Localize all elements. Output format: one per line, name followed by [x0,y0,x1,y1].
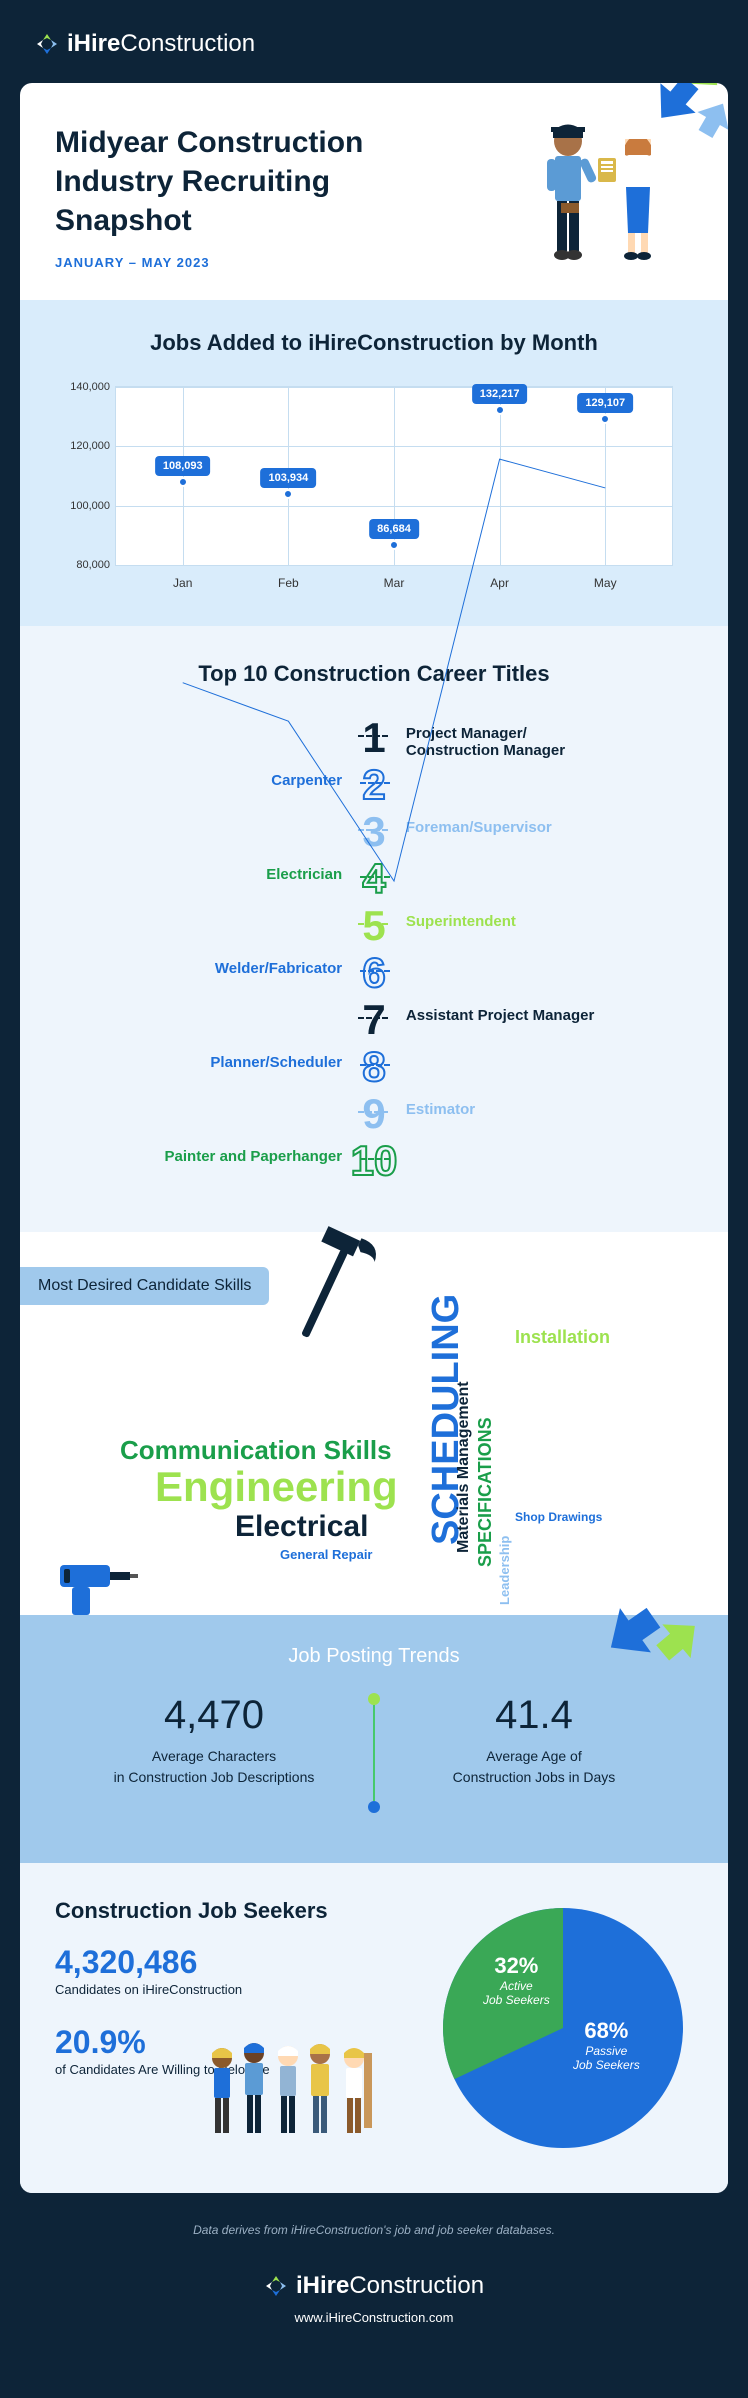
skill-word: Engineering [155,1463,398,1511]
seekers-title: Construction Job Seekers [55,1898,413,1924]
skill-word: Electrical [235,1510,368,1544]
seekers-label-1: Candidates on iHireConstruction [55,1981,413,1999]
trend-number-right: 41.4 [375,1693,693,1738]
data-point [389,540,399,550]
trends-grid: 4,470 Average Characters in Construction… [55,1693,693,1813]
chart-title-rest: to iHireConstruction by Month [275,330,598,355]
footer: Data derives from iHireConstruction's jo… [20,2193,728,2345]
career-title: Estimator [406,1101,475,1118]
connector-dash [358,1111,388,1113]
skill-word: Installation [515,1327,610,1348]
footer-note: Data derives from iHireConstruction's jo… [40,2223,708,2237]
y-axis-label: 140,000 [70,381,110,393]
people-illustration [513,113,693,283]
trend-stat-left: 4,470 Average Characters in Construction… [55,1693,373,1788]
trend-number-left: 4,470 [55,1693,373,1738]
trends-section: Job Posting Trends 4,470 Average Charact… [20,1615,728,1863]
trend-stat-right: 41.4 Average Age of Construction Jobs in… [375,1693,693,1788]
trend-line [373,1705,375,1801]
skill-word: Leadership [497,1536,512,1605]
rank-number: 7 [362,999,385,1041]
career-title: Planner/Scheduler [210,1054,342,1071]
trend-divider [373,1693,375,1813]
brand-icon [35,32,59,56]
footer-url: www.iHireConstruction.com [40,2310,708,2325]
infographic-page: iHireConstruction Midyear Construction I… [0,0,748,2365]
arrows-decoration-mid [588,1590,718,1690]
y-axis-label: 100,000 [70,500,110,512]
chart-title: Jobs Added to iHireConstruction by Month [55,330,693,356]
connector-dash [360,970,390,972]
rank-number: 9 [362,1093,385,1135]
y-axis-label: 80,000 [76,559,110,571]
seekers-stat-1: 4,320,486 Candidates on iHireConstructio… [55,1944,413,1999]
data-point [178,477,188,487]
connector-dash [360,1158,390,1160]
trend-dot-bottom [368,1801,380,1813]
pie-label-active: 32%Active Job Seekers [483,1953,550,2007]
brand-prefix: iHire [67,30,120,57]
main-title: Midyear Construction Industry Recruiting… [55,123,455,240]
brand-suffix: Construction [120,30,255,57]
skill-word: Shop Drawings [515,1510,602,1524]
line-chart: 80,000100,000120,000140,000Jan108,093Feb… [115,386,673,566]
career-title: Assistant Project Manager [406,1007,594,1024]
chart-title-bold: Jobs Added [150,330,275,355]
workers-illustration [200,2033,400,2173]
connector-dash [360,1064,390,1066]
trend-label-left: Average Characters in Construction Job D… [55,1746,373,1788]
brand-logo-bottom: iHireConstruction [40,2272,708,2300]
chart-section: Jobs Added to iHireConstruction by Month… [20,300,728,626]
trend-label-right: Average Age of Construction Jobs in Days [375,1746,693,1788]
seekers-section: Construction Job Seekers 4,320,486 Candi… [20,1863,728,2193]
word-cloud: SCHEDULINGSPECIFICATIONSMaterials Manage… [55,1315,693,1595]
rank-number: 8 [362,1046,385,1088]
skill-word: Materials Management [455,1381,473,1553]
pie-chart: 32%Active Job Seekers 68%Passive Job Seek… [433,1898,693,2158]
data-point [600,414,610,424]
rank-number: 6 [362,952,385,994]
connector-dash [358,1017,388,1019]
skill-word: SPECIFICATIONS [475,1417,496,1567]
trend-dot-top [368,1693,380,1705]
career-title: Painter and Paperhanger [165,1148,343,1165]
data-point [495,405,505,415]
seekers-number-1: 4,320,486 [55,1944,413,1981]
skills-section: Most Desired Candidate Skills SCHEDULING… [20,1232,728,1615]
content-card: Midyear Construction Industry Recruiting… [20,83,728,2193]
rank-number: 10 [351,1140,398,1182]
brand-logo-top: iHireConstruction [20,20,728,83]
career-title: Welder/Fabricator [215,960,342,977]
y-axis-label: 120,000 [70,440,110,452]
skill-word: General Repair [280,1547,373,1562]
data-point [283,489,293,499]
brand-icon-footer [264,2274,288,2298]
skills-label: Most Desired Candidate Skills [20,1267,269,1305]
pie-label-passive: 68%Passive Job Seekers [573,2018,640,2072]
header-section: Midyear Construction Industry Recruiting… [20,83,728,300]
skill-word: Communication Skills [120,1435,392,1466]
